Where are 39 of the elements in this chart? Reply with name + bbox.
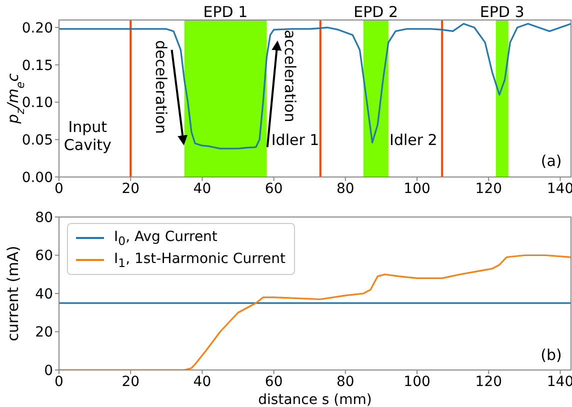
- annotation: Idler 1: [271, 130, 320, 149]
- band-label: EPD 3: [480, 3, 524, 21]
- x-tick-label: 120: [475, 374, 502, 390]
- band-label: EPD 1: [203, 3, 248, 21]
- y-tick-label: 40: [35, 286, 53, 302]
- y-tick-label: 80: [35, 210, 53, 226]
- x-tick-label: 80: [336, 180, 354, 197]
- y-tick-label: 60: [35, 248, 53, 264]
- line-series: [59, 254, 571, 370]
- y-tick-label: 0.10: [22, 95, 53, 112]
- annotation: (b): [540, 346, 562, 364]
- band-label: EPD 2: [354, 3, 398, 21]
- x-tick-label: 100: [404, 374, 430, 390]
- x-tick-label: 20: [122, 374, 140, 390]
- x-axis-title: distance s (mm): [258, 392, 372, 407]
- x-tick-label: 80: [336, 374, 354, 390]
- y-tick-label: 0.15: [22, 58, 53, 74]
- x-tick-label: 40: [193, 180, 212, 197]
- y-tick-label: 0.00: [22, 170, 53, 186]
- x-tick-label: 0: [54, 374, 64, 390]
- x-tick-label: 40: [193, 374, 212, 390]
- y-tick-label: 0.05: [22, 132, 53, 149]
- annotation: Input Cavity: [62, 118, 112, 154]
- y-axis-title: current (mA): [4, 246, 22, 342]
- y-tick-label: 0: [44, 362, 53, 379]
- annotation: acceleration: [280, 30, 299, 122]
- legend-label: I$_{1}$, 1st-Harmonic Current: [114, 250, 286, 270]
- annotation: (a): [540, 152, 562, 170]
- x-tick-label: 120: [475, 180, 502, 197]
- x-tick-label: 100: [404, 180, 430, 197]
- x-tick-label: 60: [264, 374, 283, 390]
- x-tick-label: 60: [264, 180, 283, 197]
- x-tick-label: 0: [54, 180, 64, 197]
- annotation: Idler 2: [390, 130, 438, 149]
- y-tick-label: 20: [35, 324, 53, 341]
- legend-label: I$_{0}$, Avg Current: [114, 228, 218, 248]
- annotation: deceleration: [152, 40, 170, 134]
- y-tick-label: 0.20: [22, 20, 53, 36]
- x-tick-label: 20: [122, 180, 140, 197]
